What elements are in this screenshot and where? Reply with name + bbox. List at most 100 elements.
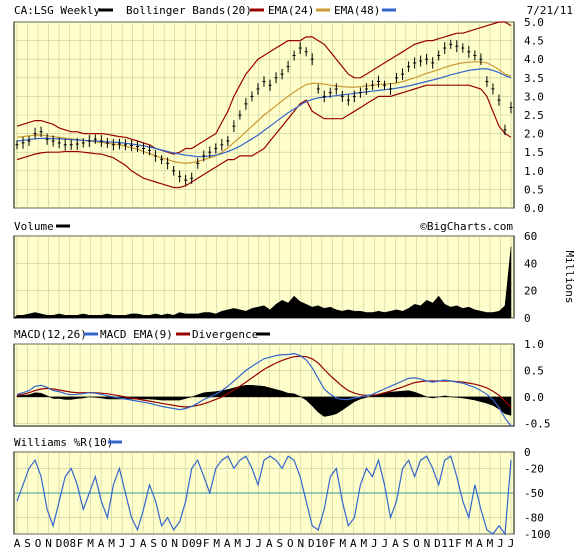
x-tick-label: S <box>276 537 283 550</box>
x-tick-label: J <box>371 537 378 550</box>
chart-date: 7/21/11 <box>527 4 573 17</box>
price-series <box>15 21 513 189</box>
x-tick-label: J <box>508 537 515 550</box>
volume-unit-label: Millions <box>563 251 576 304</box>
x-tick-label: 10 <box>315 537 328 550</box>
macd-y-tick-label: -0.5 <box>524 417 551 430</box>
williams-y-tick-label: 0 <box>524 446 531 459</box>
volume-y-tick-label: 40 <box>524 257 537 270</box>
volume-y-tick-label: 0 <box>524 312 531 325</box>
price-y-tick-label: 4.5 <box>524 35 544 48</box>
x-tick-label: M <box>466 537 473 550</box>
williams-y-tick-label: -80 <box>524 512 544 525</box>
williams-y-tick-label: -100 <box>524 528 551 541</box>
bollinger-upper-line <box>16 21 512 155</box>
x-tick-label: N <box>297 537 304 550</box>
price-y-tick-label: 5.0 <box>524 16 544 29</box>
williams-y-axis: 0 -20 -50 -80 -100 <box>524 446 551 541</box>
williams-y-tick-label: -50 <box>524 487 544 500</box>
bigcharts-watermark: ©BigCharts.com <box>420 220 513 233</box>
x-tick-label: M <box>87 537 94 550</box>
divergence-area <box>16 385 512 417</box>
price-y-axis: 5.0 4.5 4.0 3.5 3.0 2.5 2.0 1.5 1.0 0.5 0.0 <box>524 16 544 215</box>
price-y-tick-label: 3.0 <box>524 90 544 103</box>
x-tick-label: A <box>392 537 399 550</box>
x-tick-label: D <box>308 537 315 550</box>
price-legend: CA:LSG Weekly Bollinger Bands(20) EMA(24… <box>14 4 573 17</box>
williams-line <box>16 455 512 536</box>
macd-label: MACD(12,26) <box>14 328 87 341</box>
x-tick-label: 09 <box>189 537 202 550</box>
x-tick-label: N <box>424 537 431 550</box>
x-tick-label: D <box>434 537 441 550</box>
divergence-label: Divergence <box>192 328 258 341</box>
x-tick-label: J <box>129 537 136 550</box>
x-tick-label: S <box>150 537 157 550</box>
x-tick-label: S <box>403 537 410 550</box>
x-tick-label: A <box>266 537 273 550</box>
price-y-tick-label: 2.0 <box>524 128 544 141</box>
price-y-tick-label: 1.5 <box>524 146 544 159</box>
time-x-axis: A S O N D 08 F M A M J J A S O N D 09 F M A M J J A S O N D 10 F M A M J J A… <box>14 537 515 550</box>
x-tick-label: A <box>350 537 357 550</box>
x-tick-label: A <box>224 537 231 550</box>
x-tick-label: M <box>340 537 347 550</box>
macd-y-tick-label: 0.0 <box>524 391 544 404</box>
x-tick-label: O <box>35 537 42 550</box>
x-tick-label: J <box>119 537 126 550</box>
williams-panel: Williams %R(10) 0 -20 -50 -80 -100 <box>13 436 551 541</box>
volume-y-axis: 60 40 20 0 <box>524 230 537 325</box>
x-tick-label: J <box>382 537 389 550</box>
x-tick-label: A <box>98 537 105 550</box>
price-y-tick-label: 0.5 <box>524 183 544 196</box>
x-tick-label: O <box>161 537 168 550</box>
williams-y-tick-label: -20 <box>524 462 544 475</box>
x-tick-label: A <box>140 537 147 550</box>
williams-series <box>14 455 514 536</box>
x-tick-label: J <box>497 537 504 550</box>
x-tick-label: F <box>203 537 210 550</box>
x-tick-label: D <box>182 537 189 550</box>
volume-series <box>13 246 512 319</box>
price-panel: 5.0 4.5 4.0 3.5 3.0 2.5 2.0 1.5 1.0 0.5 0.0 <box>13 16 544 215</box>
x-tick-label: M <box>234 537 241 550</box>
x-tick-label: J <box>255 537 262 550</box>
volume-y-tick-label: 60 <box>524 230 537 243</box>
macd-line <box>16 352 512 427</box>
volume-label: Volume <box>14 220 54 233</box>
macd-y-tick-label: 0.5 <box>524 364 544 377</box>
x-tick-label: N <box>45 537 52 550</box>
macd-plot-area <box>13 343 515 427</box>
bollinger-label: Bollinger Bands(20) <box>126 4 252 17</box>
symbol-label: CA:LSG Weekly <box>14 4 100 17</box>
volume-y-tick-label: 20 <box>524 285 537 298</box>
volume-plot-area <box>13 235 515 319</box>
x-tick-label: N <box>171 537 178 550</box>
bollinger-lower-line <box>16 84 512 189</box>
x-tick-label: J <box>245 537 252 550</box>
macd-ema-label: MACD EMA(9) <box>100 328 173 341</box>
ema48-label: EMA(48) <box>334 4 380 17</box>
price-y-tick-label: 4.0 <box>524 53 544 66</box>
ema48-line <box>16 68 512 158</box>
x-tick-label: A <box>476 537 483 550</box>
williams-label: Williams %R(10) <box>14 436 113 449</box>
price-y-tick-label: 0.0 <box>524 202 544 215</box>
x-tick-label: F <box>77 537 84 550</box>
price-y-tick-label: 3.5 <box>524 72 544 85</box>
x-tick-label: F <box>455 537 462 550</box>
macd-y-axis: 1.0 0.5 0.0 -0.5 <box>524 338 551 430</box>
x-tick-label: 08 <box>63 537 76 550</box>
price-y-tick-label: 2.5 <box>524 109 544 122</box>
volume-panel: Volume ©BigCharts.com 60 40 20 0 Millions <box>13 220 576 325</box>
x-tick-label: D <box>56 537 63 550</box>
x-tick-label: O <box>413 537 420 550</box>
ema24-line <box>16 61 512 165</box>
price-y-tick-label: 1.0 <box>524 165 544 178</box>
macd-y-tick-label: 1.0 <box>524 338 544 351</box>
macd-panel: MACD(12,26) MACD EMA(9) Divergence 1.0 0.… <box>13 328 551 430</box>
x-tick-label: F <box>329 537 336 550</box>
x-tick-label: A <box>14 537 21 550</box>
